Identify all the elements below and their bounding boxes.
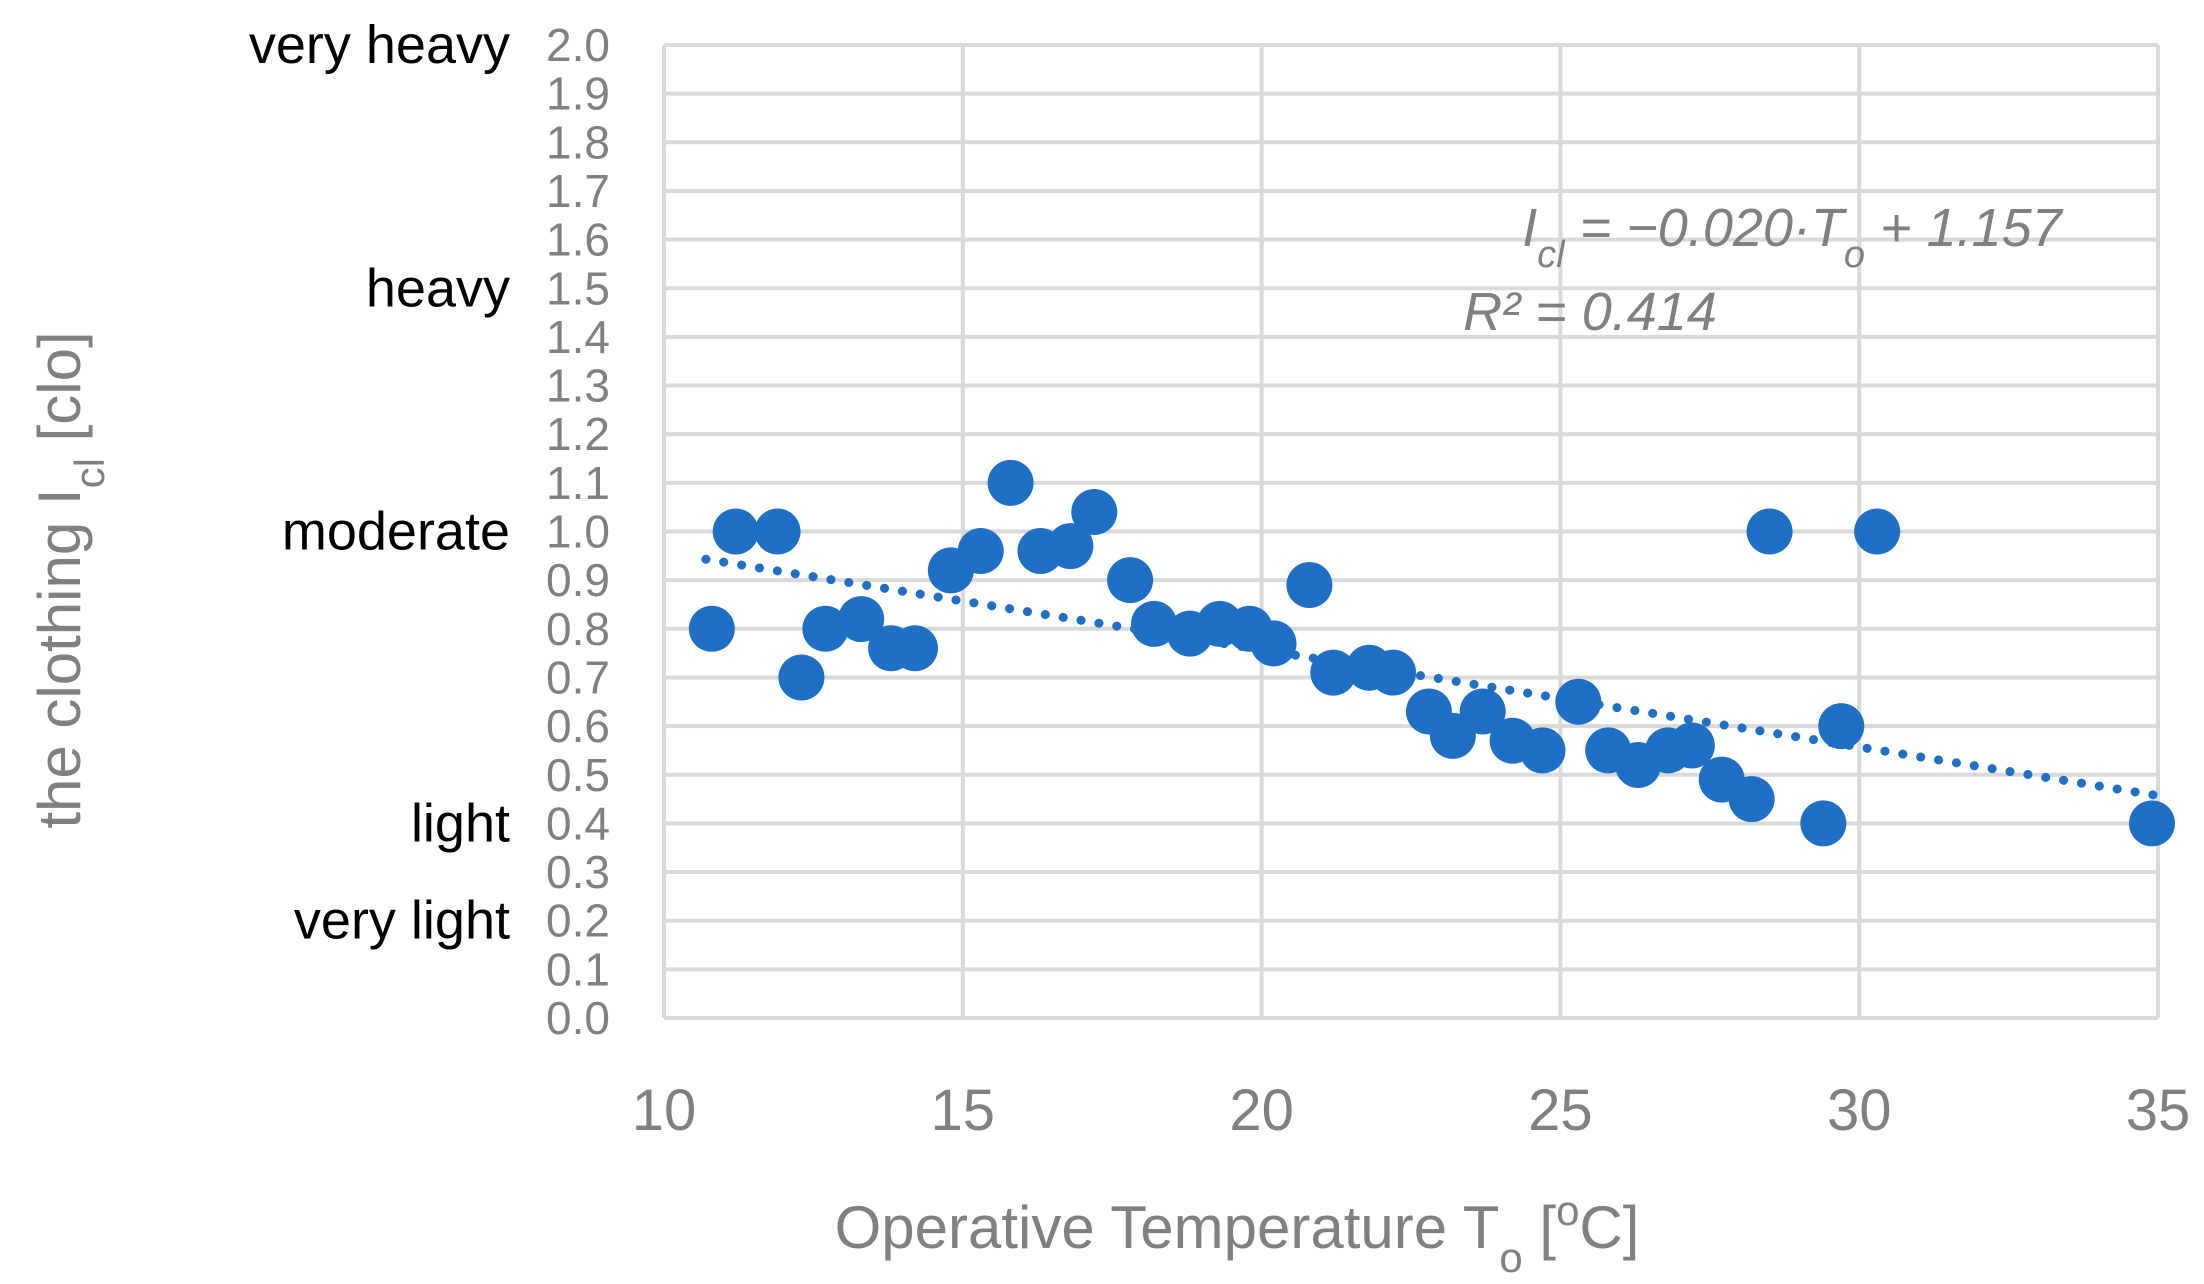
x-tick-label: 10 bbox=[632, 1078, 697, 1143]
y-tick-label: 1.9 bbox=[546, 68, 610, 120]
y-tick-label: 1.6 bbox=[546, 214, 610, 266]
data-point bbox=[689, 606, 735, 652]
data-point bbox=[1071, 489, 1117, 535]
y-tick-label: 1.8 bbox=[546, 116, 610, 168]
data-point bbox=[2129, 800, 2175, 846]
clothing-level-label: light bbox=[411, 793, 510, 853]
y-tick-label: 1.1 bbox=[546, 457, 610, 509]
data-point bbox=[988, 460, 1034, 506]
y-tick-label: 0.9 bbox=[546, 554, 610, 606]
data-point bbox=[1555, 679, 1601, 725]
data-point bbox=[1854, 509, 1900, 555]
grid-lines bbox=[664, 45, 2158, 1018]
data-point bbox=[1519, 727, 1565, 773]
data-point bbox=[755, 509, 801, 555]
y-tick-label: 1.3 bbox=[546, 360, 610, 412]
data-point bbox=[1818, 703, 1864, 749]
clothing-vs-temperature-chart: 0.00.10.20.30.40.50.60.70.80.91.01.11.21… bbox=[0, 0, 2204, 1284]
x-tick-label: 20 bbox=[1229, 1078, 1294, 1143]
y-tick-label: 0.4 bbox=[546, 797, 610, 849]
y-tick-label: 0.1 bbox=[546, 943, 610, 995]
y-tick-label: 1.0 bbox=[546, 506, 610, 558]
y-tick-label: 1.2 bbox=[546, 408, 610, 460]
y-tick-label: 1.5 bbox=[546, 262, 610, 314]
x-tick-label: 30 bbox=[1827, 1078, 1892, 1143]
data-point bbox=[778, 654, 824, 700]
y-tick-label: 1.4 bbox=[546, 311, 610, 363]
clothing-level-label: very heavy bbox=[249, 15, 510, 75]
data-point bbox=[1800, 800, 1846, 846]
data-points bbox=[689, 460, 2175, 847]
y-tick-label: 1.7 bbox=[546, 165, 610, 217]
x-tick-label: 35 bbox=[2126, 1078, 2191, 1143]
y-tick-label: 0.5 bbox=[546, 749, 610, 801]
data-point bbox=[1286, 562, 1332, 608]
data-point bbox=[892, 625, 938, 671]
data-point bbox=[1370, 650, 1416, 696]
data-point bbox=[1729, 776, 1775, 822]
data-point bbox=[958, 528, 1004, 574]
clothing-level-label: very light bbox=[294, 891, 510, 951]
data-point bbox=[713, 509, 759, 555]
y-tick-label: 0.3 bbox=[546, 846, 610, 898]
clothing-level-labels: very heavy heavy moderate light very light bbox=[249, 15, 510, 951]
clothing-level-label: moderate bbox=[282, 502, 510, 562]
data-point bbox=[1251, 620, 1297, 666]
data-point bbox=[1747, 509, 1793, 555]
y-tick-label: 0.2 bbox=[546, 895, 610, 947]
x-tick-labels: 10 15 20 25 30 35 bbox=[632, 1078, 2191, 1143]
y-tick-label: 0.6 bbox=[546, 700, 610, 752]
trendline-equation: Icl = −0.020·To + 1.157 bbox=[1522, 198, 2063, 276]
trendline-r2: R² = 0.414 bbox=[1463, 282, 1717, 342]
x-tick-label: 25 bbox=[1528, 1078, 1593, 1143]
y-axis-title: the clothing Icl [clo] bbox=[26, 331, 113, 828]
x-tick-label: 15 bbox=[931, 1078, 996, 1143]
data-point bbox=[1107, 557, 1153, 603]
x-axis-title: Operative Temperature To [oC] bbox=[835, 1187, 1640, 1281]
y-tick-labels: 0.00.10.20.30.40.50.60.70.80.91.01.11.21… bbox=[546, 19, 610, 1044]
y-tick-label: 0.0 bbox=[546, 992, 610, 1044]
y-tick-label: 0.7 bbox=[546, 651, 610, 703]
y-tick-label: 0.8 bbox=[546, 603, 610, 655]
y-tick-label: 2.0 bbox=[546, 19, 610, 71]
clothing-level-label: heavy bbox=[366, 258, 510, 318]
